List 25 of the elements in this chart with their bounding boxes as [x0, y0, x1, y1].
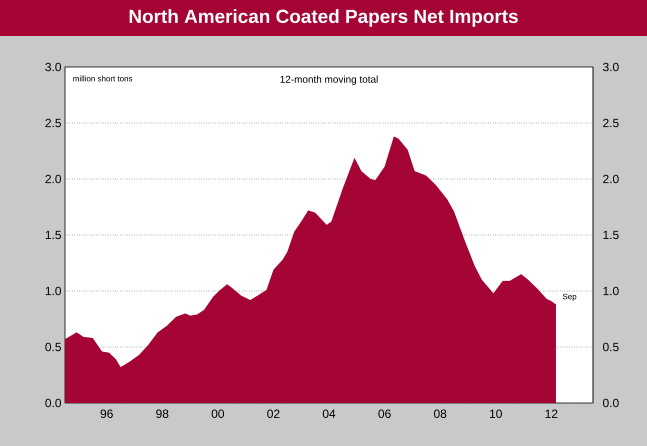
- y-tick-label: 2.0: [45, 174, 62, 184]
- x-tick-label: 10: [490, 410, 502, 418]
- x-tick-label: 02: [267, 410, 280, 418]
- y2-tick-label: 3.0: [602, 62, 619, 72]
- y-tick-label: 3.0: [45, 62, 62, 72]
- y-tick-label: 0.5: [45, 342, 61, 352]
- y2-tick-label: 0.5: [603, 342, 619, 352]
- x-tick-label: 04: [322, 410, 336, 418]
- y-tick-label: 2.5: [45, 118, 61, 128]
- x-tick-label: 00: [212, 410, 224, 418]
- y2-tick-label: 0.0: [603, 398, 619, 408]
- text: 12-month moving total: [280, 76, 378, 85]
- x-tick-label: 96: [100, 410, 113, 418]
- x-tick-label: 08: [434, 410, 446, 418]
- x-tick-label: 98: [156, 410, 168, 418]
- y2-tick-label: 2.5: [603, 118, 619, 128]
- x-tick-label: 12: [546, 410, 558, 418]
- y2-tick-label: 1.5: [603, 230, 619, 240]
- y2-tick-label: 1.0: [603, 286, 619, 296]
- x-tick-label: 06: [378, 410, 391, 418]
- chart-title: North American Coated Papers Net Imports: [130, 9, 518, 27]
- y-tick-label: 1.0: [46, 286, 62, 296]
- y-tick-label: 0.0: [45, 398, 62, 408]
- y2-tick-label: 2.0: [603, 174, 619, 184]
- y-tick-label: 1.5: [46, 230, 61, 240]
